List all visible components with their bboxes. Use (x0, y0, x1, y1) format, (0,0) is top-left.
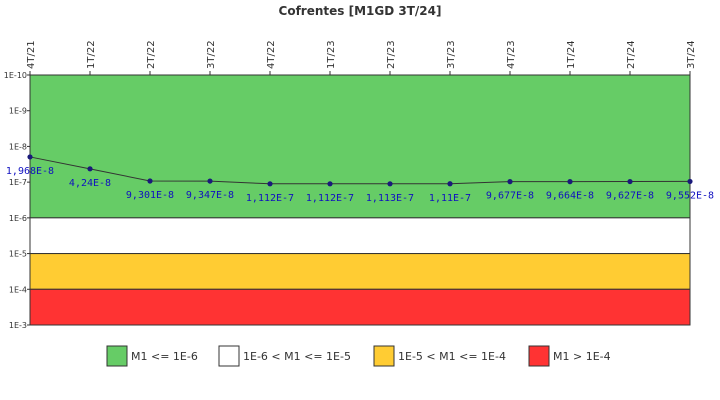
x-tick-label: 2T/23 (386, 40, 397, 69)
y-axis: 1E-10 1E-9 1E-8 1E-7 1E-6 1E-5 1E-4 1E-3 (4, 71, 31, 330)
data-label: 1,112E-7 (306, 193, 354, 204)
data-point[interactable] (687, 178, 693, 185)
y-tick-label: 1E-9 (9, 107, 27, 116)
data-point[interactable] (627, 178, 633, 185)
series-polyline (29, 156, 691, 185)
data-label: 1,113E-7 (366, 193, 414, 204)
legend-label: 1E-6 < M1 <= 1E-5 (243, 350, 351, 363)
data-point[interactable] (27, 154, 33, 160)
legend-swatch (218, 345, 240, 367)
x-axis: 4T/21 1T/22 2T/22 3T/22 4T/22 1T/23 2T/23 3T/23… (26, 40, 697, 75)
x-tick-label: 3T/24 (686, 40, 697, 69)
data-point[interactable] (327, 181, 333, 187)
legend-label: 1E-5 < M1 <= 1E-4 (398, 350, 506, 363)
data-point[interactable] (147, 178, 153, 184)
data-point[interactable] (507, 179, 513, 185)
x-tick-label: 3T/23 (446, 40, 457, 69)
y-tick-label: 1E-7 (9, 178, 27, 187)
data-label: 9,664E-8 (546, 191, 594, 202)
legend-swatch (528, 345, 550, 367)
y-tick-label: 1E-4 (9, 285, 27, 294)
data-point[interactable] (207, 178, 213, 184)
data-label: 4,24E-8 (69, 178, 111, 189)
legend-swatch (106, 345, 128, 367)
data-labels: 1,968E-8 4,24E-8 9,301E-8 9,347E-8 1,112E-7 1… (6, 166, 714, 204)
data-point[interactable] (447, 181, 453, 187)
band-3 (29, 288, 691, 326)
y-tick-label: 1E-6 (9, 214, 27, 223)
data-label: 9,677E-8 (486, 191, 534, 202)
y-tick-label: 1E-3 (9, 321, 27, 330)
x-tick-label: 1T/23 (326, 40, 337, 69)
data-label: 9,552E-8 (666, 190, 714, 201)
x-tick-label: 3T/22 (206, 40, 217, 69)
legend-swatch (373, 345, 395, 367)
legend-label: M1 <= 1E-6 (131, 350, 198, 363)
data-label: 9,301E-8 (126, 190, 174, 201)
data-point[interactable] (387, 181, 393, 187)
x-tick-label: 1T/24 (566, 40, 577, 69)
y-tick-label: 1E-10 (4, 71, 27, 80)
band-0 (29, 74, 691, 219)
data-label: 9,627E-8 (606, 191, 654, 202)
risk-bands (29, 74, 691, 326)
y-tick-label: 1E-5 (9, 250, 27, 259)
data-label: 9,347E-8 (186, 190, 234, 201)
chart-title: Cofrentes [M1GD 3T/24] (279, 4, 442, 18)
data-point[interactable] (567, 179, 573, 185)
series-line (27, 154, 693, 187)
data-label: 1,968E-8 (6, 166, 54, 177)
x-tick-label: 4T/23 (506, 40, 517, 69)
data-label: 1,112E-7 (246, 193, 294, 204)
x-tick-label: 1T/22 (86, 40, 97, 69)
band-2 (29, 253, 691, 290)
x-tick-label: 2T/22 (146, 40, 157, 69)
x-tick-label: 4T/22 (266, 40, 277, 69)
band-1 (29, 217, 691, 255)
data-label: 1,11E-7 (429, 193, 471, 204)
legend: M1 <= 1E-6 1E-6 < M1 <= 1E-5 1E-5 < M1 <= … (106, 345, 611, 367)
y-tick-label: 1E-8 (9, 142, 27, 151)
x-tick-label: 4T/21 (26, 40, 37, 69)
data-point[interactable] (87, 166, 93, 172)
data-point[interactable] (267, 181, 273, 187)
legend-label: M1 > 1E-4 (553, 350, 611, 363)
x-tick-label: 2T/24 (626, 40, 637, 69)
